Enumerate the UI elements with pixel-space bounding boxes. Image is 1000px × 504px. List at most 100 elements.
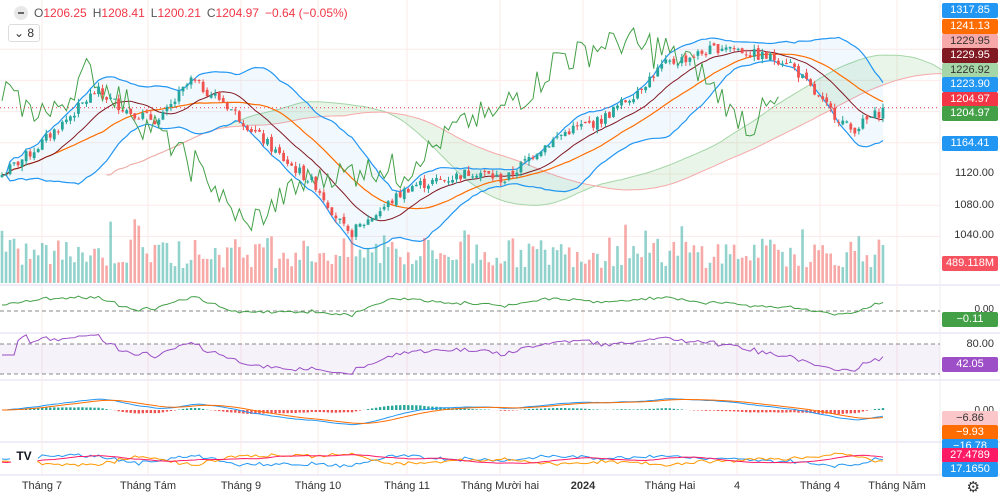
macd-histogram-bar bbox=[584, 408, 587, 410]
volume-bar bbox=[270, 236, 273, 283]
candle-body bbox=[266, 139, 269, 145]
candle-body bbox=[797, 66, 800, 78]
price-tag: 1241.13 bbox=[942, 19, 998, 34]
macd-histogram-bar bbox=[543, 408, 547, 410]
volume-bar bbox=[708, 262, 712, 283]
candle-body bbox=[471, 176, 475, 178]
candle-body bbox=[290, 163, 294, 166]
collapse-icon[interactable] bbox=[14, 6, 28, 20]
volume-bar bbox=[668, 250, 672, 283]
macd-histogram-bar bbox=[306, 410, 309, 413]
macd-histogram-bar bbox=[720, 410, 724, 412]
time-axis-label: Tháng 9 bbox=[220, 480, 262, 492]
candle-body bbox=[612, 106, 615, 117]
macd-histogram-bar bbox=[833, 410, 836, 415]
candle-body bbox=[185, 84, 189, 87]
candle-body bbox=[105, 97, 108, 100]
candle-body bbox=[77, 102, 80, 114]
macd-histogram-bar bbox=[423, 405, 426, 410]
macd-histogram-bar bbox=[346, 410, 350, 413]
candle-body bbox=[624, 100, 627, 103]
price-tag: 1204.97 bbox=[942, 92, 998, 107]
candle-body bbox=[137, 118, 141, 120]
macd-histogram-bar bbox=[644, 409, 647, 410]
volume-bar bbox=[278, 258, 281, 283]
macd-histogram-bar bbox=[439, 407, 442, 410]
volume-bar bbox=[342, 238, 346, 283]
macd-histogram-bar bbox=[395, 405, 398, 410]
volume-bar bbox=[672, 241, 676, 283]
volume-bar bbox=[785, 266, 788, 283]
senkou-span-b bbox=[106, 73, 988, 191]
volume-bar bbox=[338, 256, 342, 283]
tradingview-logo[interactable]: TV bbox=[10, 449, 38, 467]
macd-histogram-bar bbox=[732, 410, 736, 412]
candle-body bbox=[28, 151, 32, 157]
candle-body bbox=[406, 189, 410, 193]
price-tag: 1317.85 bbox=[942, 3, 998, 18]
candle-body bbox=[712, 43, 716, 46]
candle-body bbox=[294, 166, 298, 173]
volume-bar bbox=[294, 252, 297, 283]
candle-body bbox=[254, 129, 257, 132]
volume-bar bbox=[8, 239, 12, 283]
macd-histogram-bar bbox=[773, 410, 776, 413]
volume-bar bbox=[797, 265, 800, 283]
volume-bar bbox=[145, 253, 149, 283]
volume-bar bbox=[382, 235, 386, 283]
volume-bar bbox=[575, 251, 579, 283]
candle-body bbox=[841, 120, 845, 125]
volume-bar bbox=[48, 263, 52, 283]
candle-body bbox=[245, 126, 249, 131]
volume-bar bbox=[398, 257, 402, 283]
macd-histogram-bar bbox=[374, 407, 378, 410]
volume-bar bbox=[837, 265, 841, 283]
volume-bar bbox=[620, 265, 623, 283]
candle-body bbox=[374, 215, 378, 221]
macd-histogram-bar bbox=[73, 407, 76, 410]
macd-histogram-bar bbox=[881, 408, 885, 410]
macd-histogram-bar bbox=[242, 410, 245, 414]
candle-body bbox=[233, 109, 237, 111]
price-tag: 1223.90 bbox=[942, 77, 998, 92]
candle-body bbox=[209, 94, 213, 98]
volume-bar bbox=[443, 254, 446, 283]
volume-bar bbox=[604, 261, 607, 283]
macd-histogram-bar bbox=[254, 410, 257, 414]
volume-bar bbox=[849, 241, 853, 283]
candle-body bbox=[93, 93, 96, 95]
volume-bar bbox=[853, 251, 857, 283]
candle-body bbox=[73, 115, 76, 118]
candle-body bbox=[302, 165, 306, 180]
settings-gear-icon[interactable]: ⚙ bbox=[966, 479, 980, 496]
macd-histogram-bar bbox=[238, 410, 241, 414]
time-axis-label: Tháng 7 bbox=[21, 480, 63, 492]
macd-histogram-bar bbox=[189, 407, 193, 410]
volume-bar bbox=[781, 251, 784, 283]
volume-bar bbox=[415, 260, 418, 283]
candle-body bbox=[201, 81, 205, 92]
candle-body bbox=[20, 159, 24, 167]
volume-bar bbox=[809, 261, 812, 283]
candle-body bbox=[873, 110, 877, 119]
macd-histogram-bar bbox=[825, 410, 828, 414]
macd-histogram-bar bbox=[342, 410, 346, 413]
macd-histogram-bar bbox=[161, 410, 165, 413]
volume-bar bbox=[592, 252, 595, 283]
candle-body bbox=[217, 91, 221, 100]
indicators-toggle-button[interactable]: ⌄ 8 bbox=[8, 24, 41, 42]
macd-histogram-bar bbox=[298, 410, 301, 413]
macd-histogram-bar bbox=[785, 410, 788, 413]
macd-histogram-bar bbox=[849, 410, 852, 414]
volume-bar bbox=[760, 238, 764, 283]
macd-histogram-bar bbox=[572, 408, 575, 410]
momentum-line bbox=[1, 295, 884, 318]
candle-body bbox=[390, 200, 394, 204]
candle-body bbox=[48, 133, 52, 138]
candle-body bbox=[567, 131, 571, 135]
volume-bar bbox=[684, 241, 688, 283]
volume-bar bbox=[290, 266, 293, 283]
candle-body bbox=[632, 99, 635, 103]
volume-bar bbox=[700, 246, 704, 283]
